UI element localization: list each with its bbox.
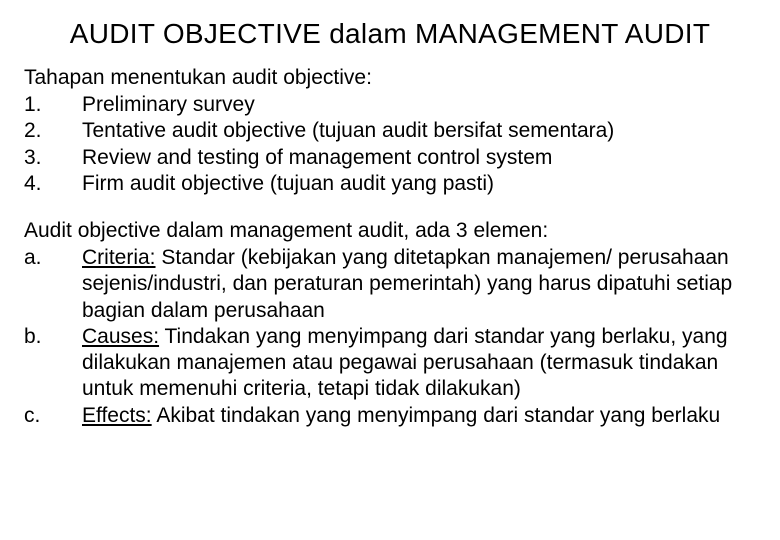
list-item: 2. Tentative audit objective (tujuan aud… (24, 118, 756, 144)
list-item: b. Causes: Tindakan yang menyimpang dari… (24, 324, 756, 403)
list-text: Firm audit objective (tujuan audit yang … (82, 171, 756, 197)
list-number: 3. (24, 145, 82, 171)
underlined-term: Criteria: (82, 246, 156, 269)
list-number: 4. (24, 171, 82, 197)
list-item: c. Effects: Akibat tindakan yang menyimp… (24, 403, 756, 429)
list-text-body: Akibat tindakan yang menyimpang dari sta… (152, 404, 721, 427)
section-1-intro: Tahapan menentukan audit objective: (24, 66, 756, 90)
list-text: Effects: Akibat tindakan yang menyimpang… (82, 403, 756, 429)
underlined-term: Causes: (82, 325, 159, 348)
list-number: b. (24, 324, 82, 403)
list-text-body: Standar (kebijakan yang ditetapkan manaj… (82, 246, 732, 322)
section-2: Audit objective dalam management audit, … (24, 219, 756, 429)
list-item: 1. Preliminary survey (24, 92, 756, 118)
section-1: Tahapan menentukan audit objective: 1. P… (24, 66, 756, 197)
list-text: Review and testing of management control… (82, 145, 756, 171)
list-number: a. (24, 245, 82, 324)
list-text: Preliminary survey (82, 92, 756, 118)
section-2-intro: Audit objective dalam management audit, … (24, 219, 756, 243)
list-number: 1. (24, 92, 82, 118)
list-item: 3. Review and testing of management cont… (24, 145, 756, 171)
page-title: AUDIT OBJECTIVE dalam MANAGEMENT AUDIT (24, 18, 756, 50)
list-number: c. (24, 403, 82, 429)
list-text: Criteria: Standar (kebijakan yang diteta… (82, 245, 756, 324)
list-number: 2. (24, 118, 82, 144)
list-text: Causes: Tindakan yang menyimpang dari st… (82, 324, 756, 403)
list-item: 4. Firm audit objective (tujuan audit ya… (24, 171, 756, 197)
list-text: Tentative audit objective (tujuan audit … (82, 118, 756, 144)
underlined-term: Effects: (82, 404, 152, 427)
list-text-body: Tindakan yang menyimpang dari standar ya… (82, 325, 728, 401)
list-item: a. Criteria: Standar (kebijakan yang dit… (24, 245, 756, 324)
